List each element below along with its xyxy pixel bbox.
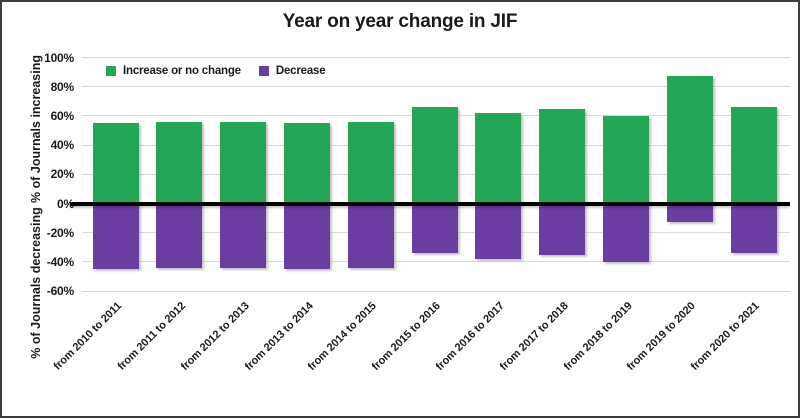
legend-label-increase: Increase or no change — [123, 65, 241, 77]
bar-increase — [92, 123, 139, 204]
x-axis-label: from 2011 to 2012 — [115, 300, 188, 373]
bar-increase — [666, 76, 713, 204]
bar-increase — [411, 107, 458, 204]
y-tick-label: 60% — [50, 108, 75, 123]
x-axis-label: from 2020 to 2021 — [688, 300, 762, 374]
x-axis-label: from 2014 to 2015 — [306, 300, 380, 374]
legend-item-increase: Increase or no change — [106, 65, 241, 77]
y-tick-label: 20% — [50, 167, 75, 182]
gridline — [82, 86, 790, 88]
bar-increase — [539, 108, 586, 204]
bar-decrease — [92, 203, 139, 270]
bar-decrease — [283, 203, 330, 270]
x-axis-label: from 2018 to 2019 — [561, 300, 635, 374]
x-axis-label: from 2013 to 2014 — [242, 300, 316, 374]
bar-increase — [156, 121, 203, 204]
chart-title: Year on year change in JIF — [282, 11, 518, 32]
bar-decrease — [602, 203, 649, 262]
y-tick-label: -40% — [46, 254, 74, 269]
legend-label-decrease: Decrease — [275, 65, 326, 77]
bar-increase — [220, 121, 267, 204]
bar-decrease — [666, 203, 713, 223]
y-tick-label: 0% — [57, 196, 74, 211]
bar-decrease — [539, 203, 586, 255]
gridline — [82, 261, 790, 263]
bar-increase — [475, 112, 522, 204]
y-tick-label: -20% — [46, 225, 74, 240]
legend-swatch-decrease-icon — [258, 66, 269, 76]
x-axis-label: from 2019 to 2020 — [625, 300, 699, 374]
bar-increase — [730, 107, 777, 204]
bar-decrease — [347, 203, 394, 268]
bar-decrease — [156, 203, 203, 268]
y-tick-label: 80% — [50, 79, 75, 94]
gridline — [82, 290, 790, 292]
gridline — [82, 57, 790, 58]
bar-increase — [347, 121, 394, 204]
bar-decrease — [475, 203, 522, 259]
y-tick-label: 40% — [50, 138, 75, 153]
bar-increase — [602, 115, 649, 204]
x-axis-label: from 2017 to 2018 — [497, 300, 571, 374]
bar-decrease — [730, 203, 777, 254]
y-tick-label: 100% — [44, 50, 74, 65]
y-tick-label: -60% — [46, 284, 74, 299]
x-axis-label: from 2012 to 2013 — [178, 300, 252, 374]
x-axis-label: from 2015 to 2016 — [369, 300, 443, 374]
legend-item-decrease: Decrease — [258, 65, 326, 77]
x-axis-label: from 2010 to 2011 — [51, 300, 124, 373]
legend: Increase or no change Decrease — [106, 65, 326, 77]
bar-decrease — [411, 203, 458, 254]
bar-decrease — [220, 203, 267, 268]
x-axis-label: from 2016 to 2017 — [433, 300, 507, 374]
bar-increase — [283, 123, 330, 204]
zero-axis-line — [70, 201, 790, 206]
legend-swatch-increase-icon — [106, 66, 116, 76]
